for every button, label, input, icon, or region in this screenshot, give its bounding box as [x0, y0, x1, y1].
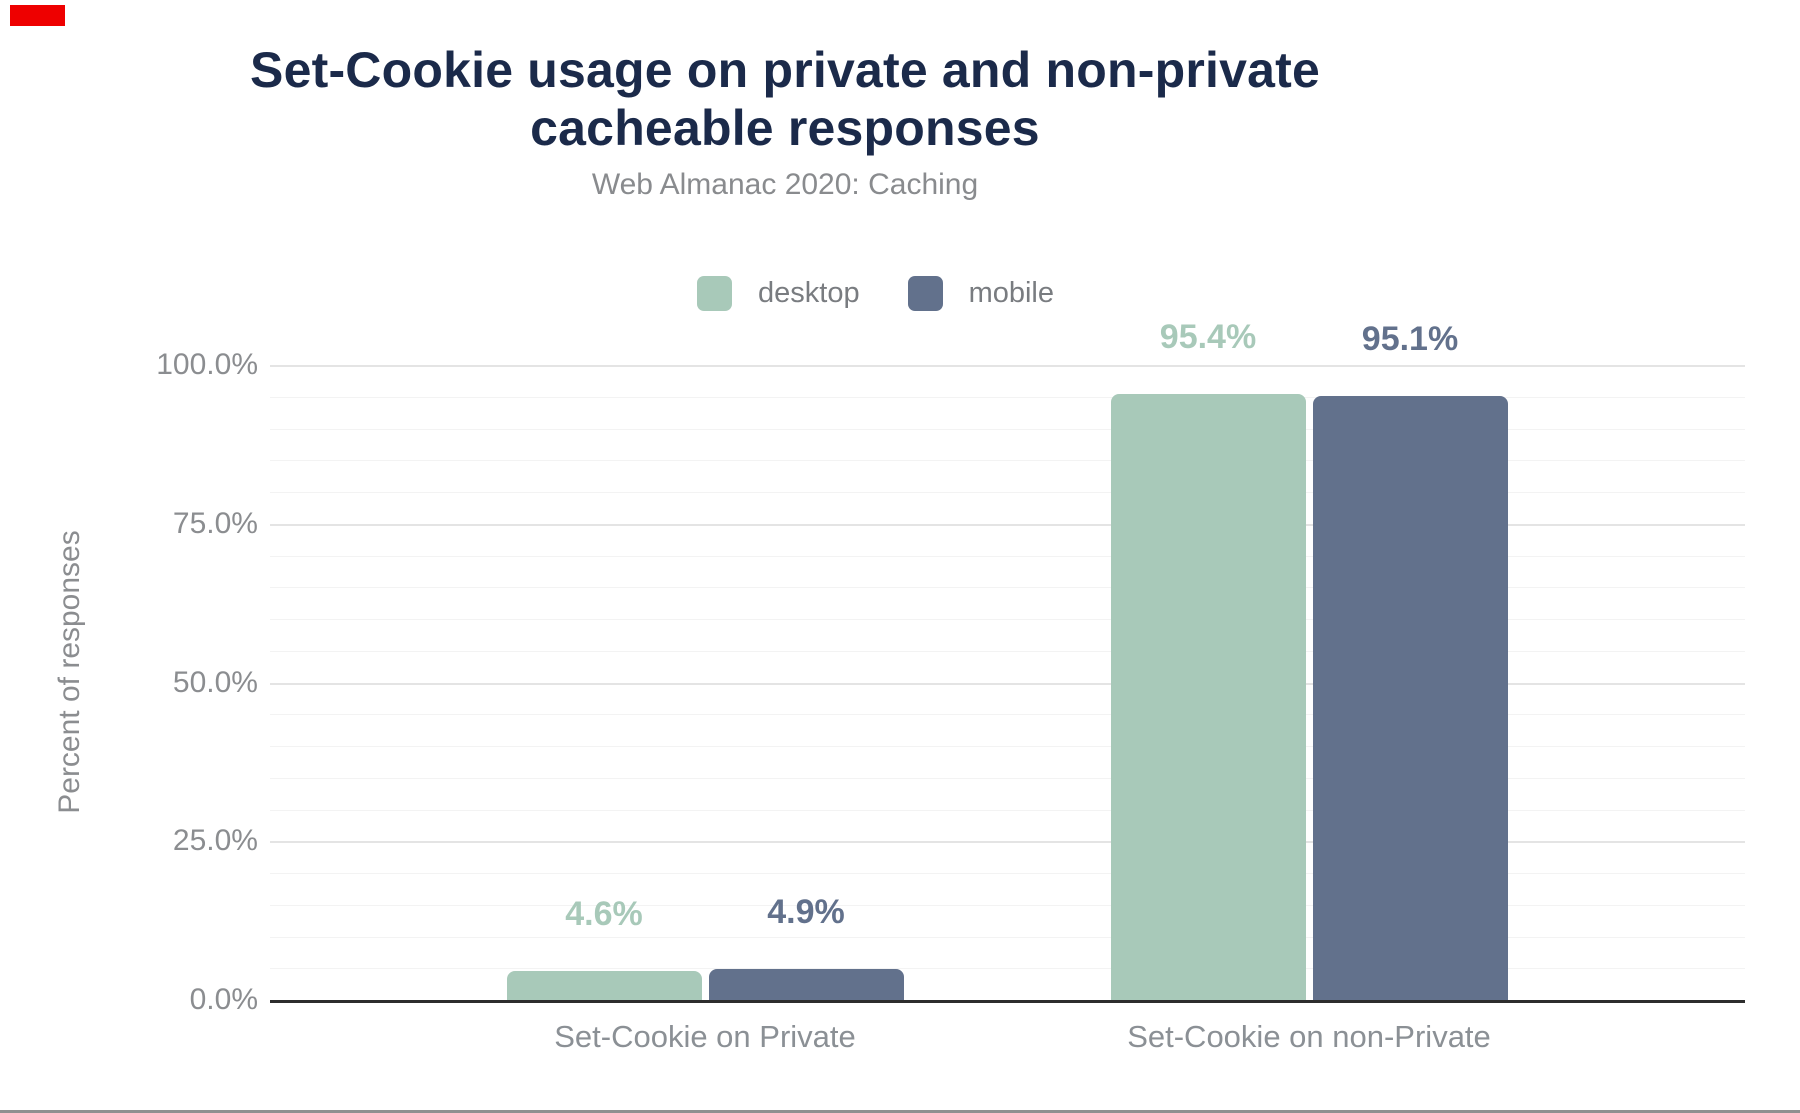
bar-value-label-mobile-set-cookie-on-private: 4.9% — [767, 892, 845, 931]
gridline-60 — [270, 619, 1745, 620]
gridline-25 — [270, 841, 1745, 844]
x-axis-category-label-2: Set-Cookie on non-Private — [1127, 1019, 1491, 1054]
legend-swatch-desktop — [697, 276, 732, 311]
gridline-85 — [270, 460, 1745, 462]
gridline-80 — [270, 492, 1745, 493]
y-tick-label-75: 75.0% — [172, 506, 258, 540]
gridline-95 — [270, 396, 1745, 398]
gridline-20 — [270, 873, 1745, 874]
gridline-70 — [270, 555, 1745, 557]
chart-title: Set-Cookie usage on private and non-priv… — [0, 42, 1570, 157]
legend-item-desktop: desktop — [697, 276, 860, 311]
bar-value-label-desktop-set-cookie-on-private: 4.6% — [565, 894, 643, 933]
chart-subtitle: Web Almanac 2020: Caching — [591, 168, 979, 201]
legend-label-desktop: desktop — [758, 277, 860, 309]
chart-title-line-1: Set-Cookie usage on private and non-priv… — [250, 42, 1320, 98]
gridline-100 — [270, 365, 1745, 367]
legend-swatch-mobile — [907, 276, 943, 311]
gridline-50 — [270, 682, 1745, 685]
gridline-10 — [270, 936, 1745, 938]
bar-desktop-set-cookie-on-private[interactable] — [506, 970, 702, 1000]
y-tick-label-100: 100.0% — [156, 348, 258, 381]
gridline-5 — [270, 968, 1745, 970]
bottom-border — [0, 1110, 1800, 1113]
gridline-90 — [270, 428, 1745, 430]
bar-value-label-mobile-set-cookie-on-non-private: 95.1% — [1361, 320, 1459, 359]
x-axis-category-label-1: Set-Cookie on Private — [554, 1019, 856, 1054]
y-tick-label-0: 0.0% — [189, 983, 258, 1016]
bar-desktop-set-cookie-on-non-private[interactable] — [1110, 394, 1306, 1000]
bar-value-label-desktop-set-cookie-on-non-private: 95.4% — [1159, 318, 1257, 357]
y-tick-label-50: 50.0% — [172, 665, 258, 699]
gridline-35 — [270, 777, 1745, 779]
legend-item-mobile: mobile — [907, 276, 1055, 311]
gridline-40 — [270, 746, 1745, 747]
gridline-75 — [270, 523, 1745, 526]
gridline-55 — [270, 650, 1745, 652]
chart-title-line-2: cacheable responses — [530, 99, 1040, 156]
gridline-45 — [270, 714, 1745, 716]
chart-legend: desktop mobile — [697, 276, 1054, 311]
legend-label-mobile: mobile — [968, 277, 1055, 309]
y-tick-label-25: 25.0% — [172, 824, 258, 858]
gridline-65 — [270, 587, 1745, 589]
gridline-30 — [270, 809, 1745, 811]
plot-area: 4.6% 4.9% Set-Cookie on Private 95.4% 95.1% S… — [270, 318, 1745, 1054]
bar-mobile-set-cookie-on-non-private[interactable] — [1312, 396, 1508, 1000]
x-axis-line — [270, 1000, 1745, 1003]
bar-mobile-set-cookie-on-private[interactable] — [708, 968, 904, 1000]
gridline-15 — [270, 904, 1745, 906]
red-annotation-box — [10, 5, 65, 26]
